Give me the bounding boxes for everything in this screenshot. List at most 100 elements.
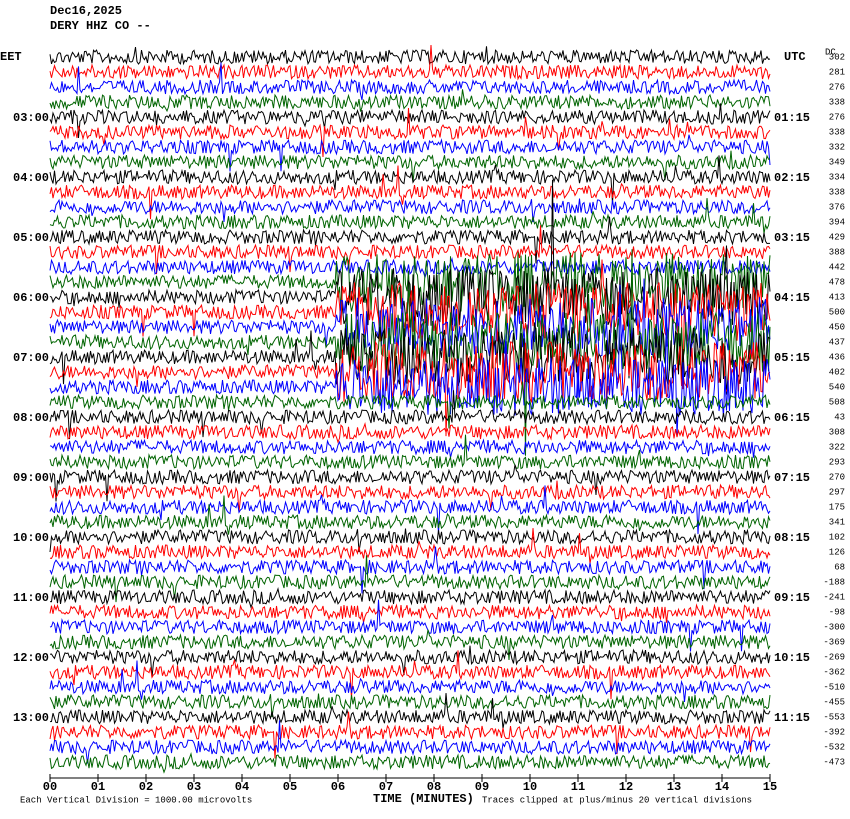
dc-value: 500: [829, 307, 845, 317]
dc-value: -269: [823, 652, 845, 662]
dc-value: 478: [829, 277, 845, 287]
left-label: 06:00: [13, 291, 49, 305]
trace: [49, 390, 771, 440]
trace: [49, 46, 771, 66]
trace: [49, 322, 771, 395]
trace: [49, 480, 771, 513]
right-label: 01:15: [774, 111, 810, 125]
dc-value: 308: [829, 427, 845, 437]
trace: [49, 62, 771, 101]
trace: [49, 150, 771, 183]
left-label: 03:00: [13, 111, 49, 125]
trace: [49, 434, 771, 471]
x-tick-label: 01: [91, 780, 105, 794]
trace: [49, 155, 771, 204]
x-tick-label: 06: [331, 780, 345, 794]
trace: [49, 134, 771, 172]
dc-value: -98: [829, 607, 845, 617]
x-tick-label: 13: [667, 780, 681, 794]
trace: [49, 650, 771, 700]
dc-value: 102: [829, 532, 845, 542]
station: DERY HHZ CO --: [50, 19, 151, 33]
right-label: 02:15: [774, 171, 810, 185]
right-label: 06:15: [774, 411, 810, 425]
dc-value: 334: [829, 172, 845, 182]
right-axis-title: UTC: [784, 50, 806, 64]
trace: [49, 587, 771, 609]
left-label: 10:00: [13, 531, 49, 545]
x-axis-title: TIME (MINUTES): [373, 792, 474, 806]
dc-value: -455: [823, 697, 845, 707]
dc-value: -369: [823, 637, 845, 647]
dc-value: -553: [823, 712, 845, 722]
right-label: 10:15: [774, 651, 810, 665]
trace: [49, 438, 771, 458]
dc-value: 442: [829, 262, 845, 272]
trace: [49, 528, 771, 553]
trace: [49, 528, 771, 564]
dc-value: 297: [829, 487, 845, 497]
clip-note: Traces clipped at plus/minus 20 vertical…: [482, 795, 752, 805]
left-axis-title: EET: [0, 50, 22, 64]
traces: [49, 44, 771, 774]
dc-value: -241: [823, 592, 845, 602]
trace: [49, 603, 771, 623]
right-label: 08:15: [774, 531, 810, 545]
dc-value: 338: [829, 187, 845, 197]
x-tick-label: 02: [139, 780, 153, 794]
x-tick-label: 15: [763, 780, 777, 794]
dc-value: 322: [829, 442, 845, 452]
trace: [49, 89, 771, 113]
dc-value: 341: [829, 517, 845, 527]
trace: [49, 555, 771, 603]
dc-value: -188: [823, 577, 845, 587]
trace: [49, 225, 771, 275]
dc-value: -392: [823, 727, 845, 737]
trace: [49, 165, 771, 220]
trace: [49, 284, 771, 437]
dc-value: 68: [834, 562, 845, 572]
left-label: 05:00: [13, 231, 49, 245]
x-tick-label: 14: [715, 780, 729, 794]
dc-value: -510: [823, 682, 845, 692]
trace: [49, 645, 771, 678]
dc-value: -362: [823, 667, 845, 677]
dc-value: 338: [829, 127, 845, 137]
scale-note: Each Vertical Division = 1000.00 microvo…: [20, 795, 252, 805]
trace: [49, 485, 771, 535]
x-tick-label: 03: [187, 780, 201, 794]
trace: [49, 752, 771, 774]
left-label: 11:00: [13, 591, 49, 605]
dc-title: DC: [825, 47, 836, 57]
right-label: 05:15: [774, 351, 810, 365]
dc-value: -473: [823, 757, 845, 767]
trace: [49, 198, 771, 234]
trace: [49, 103, 771, 139]
dc-value: 508: [829, 397, 845, 407]
trace: [49, 660, 771, 703]
trace: [49, 107, 771, 158]
dc-value: 43: [834, 412, 845, 422]
trace: [49, 720, 771, 764]
trace: [49, 693, 771, 718]
left-label: 04:00: [13, 171, 49, 185]
dc-value: 394: [829, 217, 845, 227]
dc-value: 302: [829, 52, 845, 62]
dc-value: 126: [829, 547, 845, 557]
date: Dec16,2025: [50, 4, 122, 18]
x-tick-label: 04: [235, 780, 249, 794]
trace: [49, 249, 771, 456]
trace: [49, 259, 771, 390]
dc-value: 175: [829, 502, 845, 512]
x-tick-label: 12: [619, 780, 633, 794]
dc-value: 540: [829, 382, 845, 392]
trace: [49, 599, 771, 652]
trace: [49, 629, 771, 661]
dc-value: 429: [829, 232, 845, 242]
trace: [49, 422, 771, 444]
x-tick-label: 07: [379, 780, 393, 794]
trace: [49, 495, 771, 535]
dc-value: 413: [829, 292, 845, 302]
left-label: 07:00: [13, 351, 49, 365]
